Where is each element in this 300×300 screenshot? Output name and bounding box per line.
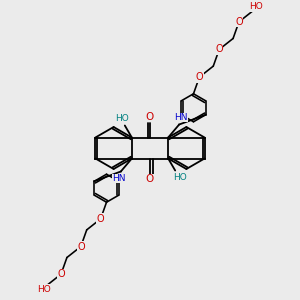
Text: O: O: [97, 214, 104, 224]
Text: O: O: [146, 175, 154, 184]
Text: O: O: [196, 72, 203, 82]
Text: O: O: [57, 269, 65, 279]
Text: O: O: [77, 242, 85, 251]
Text: HO: HO: [115, 114, 129, 123]
Text: HN: HN: [112, 174, 126, 183]
Text: HN: HN: [174, 113, 188, 122]
Text: O: O: [215, 44, 223, 55]
Text: O: O: [235, 17, 243, 27]
Text: HO: HO: [249, 2, 263, 11]
Text: O: O: [146, 112, 154, 122]
Text: HO: HO: [37, 285, 51, 294]
Text: HO: HO: [173, 173, 187, 182]
